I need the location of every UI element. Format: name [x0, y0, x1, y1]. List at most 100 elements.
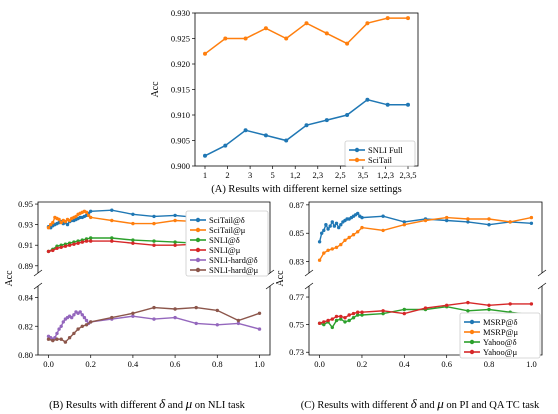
chart-b-scitail-mu-point-21: [110, 218, 114, 223]
chart-c-upper-ytick-label: 0.87: [289, 200, 304, 210]
chart-b-upper-ytick-label: 0.89: [18, 261, 33, 271]
chart1-legend-box: [185, 210, 269, 277]
chart-b-snli-hard-delta-point-18: [84, 318, 89, 323]
chart-a-snli-full-point-7: [345, 113, 350, 117]
chart-a-scitail-point-1: [223, 36, 228, 41]
chart-b-scitail-delta-point-23: [152, 214, 156, 219]
chart1-legend-snli-hard-delta-label: SNLI-hard@δ: [209, 255, 258, 265]
chart-c-series-msrp-mu: [317, 215, 534, 262]
chart-c-yahoo-mu-point-16: [487, 303, 491, 307]
chart2-legend-yahoo-delta-label: Yahoo@δ: [483, 337, 517, 347]
chart-c-msrp-mu-point-16: [487, 217, 491, 221]
chart2-legend-yahoo-delta-marker: [469, 339, 475, 345]
chart-b-scitail-mu-point-18: [84, 210, 89, 214]
chart-b-lower-ytick-label: 0.82: [18, 321, 33, 331]
chart-c-yahoo-mu-point-9: [356, 310, 360, 314]
chart-a: 1 2 3 5 1,2 2,3 2,5 3,5 1,2,3 2,3,5 0.900 0.905 0.91…: [150, 8, 419, 180]
chart-b-snli-hard-delta-point-28: [257, 327, 262, 331]
chart-c-break-mark-0: [304, 269, 314, 277]
chart-b-caption-part-2: and: [165, 400, 185, 411]
chart-c-caption-part-3: μ: [436, 396, 444, 411]
chart-c-msrp-delta-point-1: [320, 231, 324, 235]
chart-c-yahoo-mu-point-11: [381, 309, 385, 313]
chart-c-msrp-mu-point-10: [360, 225, 364, 230]
chart-a-xtick-label: 1,2,3: [377, 170, 394, 180]
chart-c-msrp-mu-point-0: [317, 258, 322, 262]
chart-c-msrp-mu-point-1: [322, 251, 326, 255]
chart0-legend-scitail-marker: [354, 157, 360, 163]
chart2-legend-yahoo-mu-marker: [469, 349, 475, 355]
chart-a-xtick-label: 2,5: [335, 170, 346, 180]
chart-b-snli-hard-mu-point-10: [89, 320, 93, 324]
chart-b-xtick-label: 0.2: [85, 359, 96, 369]
chart-c-yahoo-delta-point-7: [347, 318, 351, 323]
chart-a-xtick-label: 2: [225, 170, 229, 180]
chart-b-snli-hard-mu-point-11: [110, 315, 114, 320]
chart-a-ytick-label: 0.910: [171, 110, 190, 120]
chart-b-scitail-delta-point-20: [89, 209, 93, 213]
chart-c-msrp-delta-point-24: [445, 218, 449, 223]
chart-b-snli-hard-delta-point-5: [57, 327, 61, 331]
chart-b-upper-ytick-label: 0.95: [18, 199, 33, 209]
chart-b-snli-hard-mu-point-4: [63, 340, 68, 344]
chart-c-yahoo-mu-point-6: [343, 316, 347, 320]
chart-a-ytick-label: 0.920: [171, 59, 190, 69]
chart-c-yahoo-mu-point-5: [339, 314, 343, 319]
chart-a-scitail-point-5: [304, 21, 309, 26]
chart-a-scitail-point-6: [324, 31, 329, 36]
chart-b-snli-hard-delta-point-6: [59, 324, 63, 328]
chart-c-msrp-mu-point-3: [330, 247, 334, 251]
chart-c-yahoo-delta-point-15: [466, 309, 470, 313]
chart-b-scitail-mu-point-23: [152, 221, 156, 226]
chart-b-scitail-delta-point-24: [173, 213, 177, 218]
chart-a-ylabel: Acc: [150, 81, 161, 98]
chart-a-snli-full-point-4: [284, 138, 289, 143]
chart-b-snli-hard-delta-point-26: [215, 323, 219, 327]
chart-c-msrp-delta-point-5: [328, 224, 332, 228]
chart-b-snli-hard-mu-point-8: [80, 324, 85, 328]
chart-c-msrp-delta-point-6: [330, 220, 334, 224]
chart1-legend: SciTail@δSciTail@μSNLI@δSNLI@μSNLI-hard@…: [185, 210, 269, 277]
chart-a-xtick-label: 5: [271, 170, 275, 180]
chart-c-caption-part-2: and: [417, 400, 437, 411]
chart-b-ylabel: Acc: [4, 270, 15, 287]
chart-c-caption: (C) Results with different δ and μ on PI…: [301, 396, 540, 411]
chart-b-break-mark-3: [265, 282, 275, 290]
chart-a-scitail-point-4: [284, 36, 289, 41]
chart-c-yahoo-mu-point-1: [322, 320, 326, 324]
chart0-legend-scitail-label: SciTail: [368, 155, 393, 165]
chart-c-yahoo-delta-point-12: [402, 307, 406, 312]
chart-c-break-mark-3: [537, 282, 547, 290]
chart-b-scitail-mu-point-13: [74, 214, 78, 219]
chart-c-msrp-delta-point-8: [334, 221, 339, 225]
chart-c-yahoo-delta-point-6: [343, 320, 347, 324]
chart-b-snli-hard-mu-point-3: [59, 337, 63, 341]
chart-b-snli-mu-point-5: [67, 243, 72, 247]
chart-c-lower-ytick-label: 0.73: [289, 347, 304, 357]
chart-b-snli-delta-point-14: [173, 240, 177, 244]
chart-c-caption-part-0: (C) Results with different: [301, 400, 411, 411]
chart-c-msrp-mu-point-15: [466, 217, 470, 221]
chart-b-caption-part-4: on NLI task: [192, 400, 246, 411]
chart-c-xtick-label: 0.4: [399, 359, 410, 369]
chart-b-snli-hard-mu-point-7: [76, 327, 80, 331]
chart-c-msrp-delta-point-18: [356, 211, 360, 216]
chart-a-xtick-label: 2,3: [312, 170, 323, 180]
chart-c-msrp-mu-point-2: [326, 248, 330, 252]
chart-b-snli-hard-delta-point-4: [55, 331, 59, 336]
chart-a-ytick-label: 0.915: [171, 85, 190, 95]
chart-b-scitail-mu-point-2: [51, 220, 55, 225]
chart1-legend-snli-delta-label: SNLI@δ: [209, 235, 240, 245]
chart-b-snli-hard-mu-point-13: [152, 305, 156, 310]
chart-a-ytick-label: 0.900: [171, 161, 190, 171]
chart-b-snli-mu-point-1: [51, 248, 55, 253]
chart-b-upper-ytick-label: 0.91: [18, 240, 33, 250]
chart-a-snli-full-point-5: [304, 123, 309, 128]
chart-c-lower-ytick-label: 0.75: [289, 320, 304, 330]
chart-a-scitail-point-9: [385, 16, 390, 21]
chart-c-yahoo-delta-point-4: [334, 318, 339, 323]
chart-b-xtick-label: 0.8: [212, 359, 223, 369]
chart-b-snli-hard-delta-point-22: [131, 314, 135, 318]
